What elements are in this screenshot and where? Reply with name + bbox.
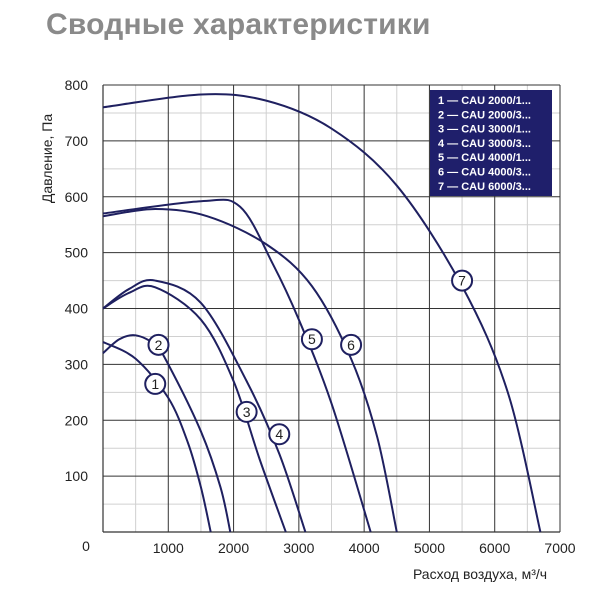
- y-tick-label: 400: [65, 301, 89, 317]
- y-axis-label: Давление, Па: [39, 114, 55, 204]
- x-tick-label: 6000: [479, 540, 510, 556]
- x-tick-label: 2000: [218, 540, 249, 556]
- x-tick-label: 4000: [349, 540, 380, 556]
- curve-label: 7: [458, 273, 466, 289]
- curve-4: [102, 279, 307, 533]
- curve-label-circle: [268, 423, 291, 446]
- y-tick-label: 700: [65, 133, 89, 149]
- x-tick-label: 0: [82, 538, 90, 554]
- legend-entry: 3 — CAU 3000/1...: [438, 124, 531, 136]
- page-title: Сводные характеристики: [46, 8, 431, 41]
- curve-label: 1: [151, 376, 159, 392]
- curve-6: [102, 208, 398, 533]
- curve-1: [102, 341, 212, 533]
- y-tick-label: 800: [65, 77, 89, 93]
- curve-label: 2: [155, 337, 163, 353]
- legend-entry: 1 — CAU 2000/1...: [438, 95, 531, 107]
- curve-label-circle: [340, 333, 363, 356]
- curve-label-circle: [144, 372, 167, 395]
- curve-label-circle: [147, 333, 170, 356]
- legend-entry: 6 — CAU 4000/3...: [438, 167, 531, 179]
- curve-label-circle: [451, 269, 474, 292]
- curve-label-circle: [235, 400, 258, 423]
- legend-entry: 2 — CAU 2000/3...: [438, 109, 531, 121]
- y-tick-label: 600: [65, 189, 89, 205]
- curve-label: 5: [308, 331, 316, 347]
- legend-box: [430, 90, 552, 196]
- y-tick-label: 100: [65, 468, 89, 484]
- x-tick-label: 1000: [153, 540, 184, 556]
- y-tick-label: 300: [65, 356, 89, 372]
- x-tick-label: 7000: [544, 540, 575, 556]
- legend-entry: 5 — CAU 4000/1...: [438, 152, 531, 164]
- curve-3: [102, 284, 287, 533]
- y-tick-label: 200: [65, 412, 89, 428]
- x-tick-label: 3000: [283, 540, 314, 556]
- curve-label: 3: [243, 404, 251, 420]
- y-tick-label: 500: [65, 245, 89, 261]
- curve-label: 4: [275, 426, 283, 442]
- x-tick-label: 5000: [414, 540, 445, 556]
- legend-entry: 7 — CAU 6000/3...: [438, 181, 531, 193]
- curve-label: 6: [347, 337, 355, 353]
- legend-entry: 4 — CAU 3000/3...: [438, 138, 531, 150]
- x-axis-label: Расход воздуха, м³/ч: [413, 566, 547, 582]
- curve-5: [102, 198, 372, 533]
- curve-label-circle: [300, 328, 323, 351]
- curve-7: [102, 93, 542, 533]
